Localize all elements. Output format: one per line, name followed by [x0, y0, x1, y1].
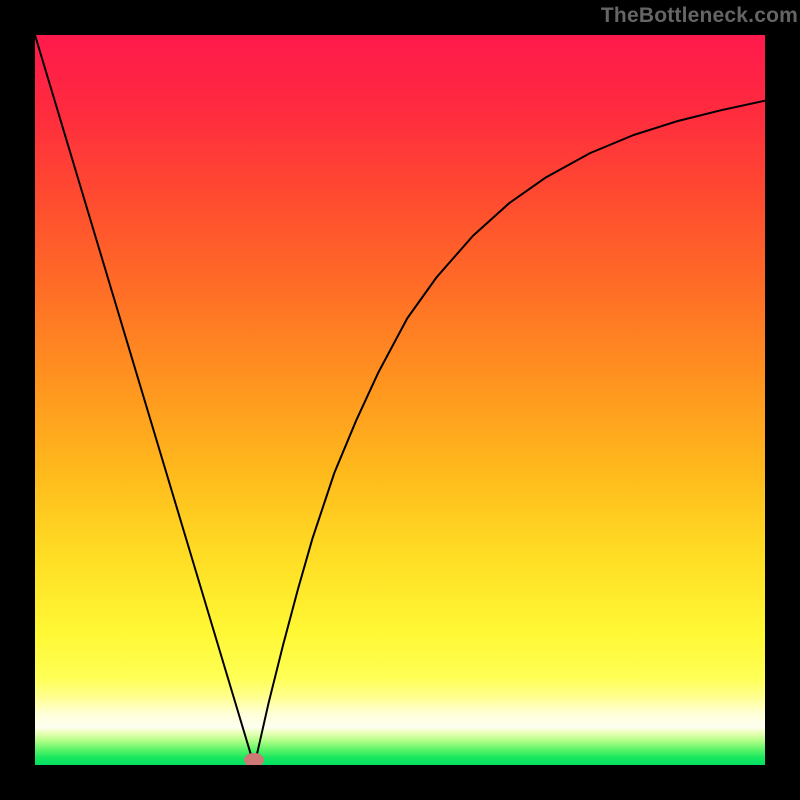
bottleneck-curve: [35, 35, 765, 765]
optimum-marker: [244, 753, 264, 765]
plot-area: [35, 35, 765, 765]
watermark-text: TheBottleneck.com: [601, 4, 798, 28]
